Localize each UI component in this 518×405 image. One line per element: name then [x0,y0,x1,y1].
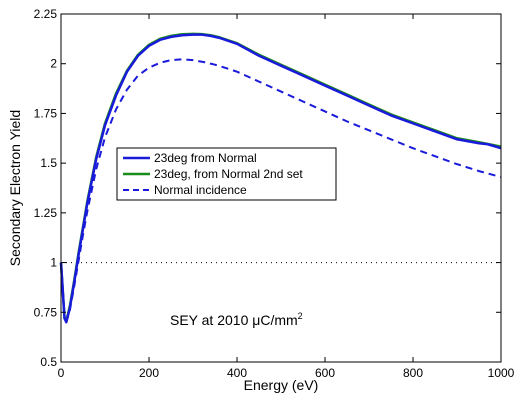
tick-labels-layer: 0 200 400 600 800 1000 0.5 0.75 1 1.25 1.5 1.75 2 2.2… [34,7,515,380]
x-tick-label: 1000 [488,366,515,380]
y-tick-label: 2 [50,57,57,71]
x-axis-label: Energy (eV) [244,377,319,393]
y-tick-label: 0.75 [34,305,58,319]
x-tick-label: 0 [58,366,65,380]
legend-label-23deg-2nd-set: 23deg, from Normal 2nd set [154,167,303,181]
x-tick-label: 600 [315,366,335,380]
y-tick-label: 1.75 [34,106,58,120]
series-layer [59,32,502,324]
y-tick-label: 1.5 [40,156,57,170]
y-tick-label: 1.25 [34,206,58,220]
legend-box [116,147,337,201]
annotation-superscript: 2 [298,311,303,321]
legend: 23deg from Normal 23deg, from Normal 2nd… [116,147,337,201]
x-tick-label: 200 [139,366,159,380]
legend-label-normal-incidence: Normal incidence [154,183,247,197]
annotation-mu: μ [252,312,260,328]
y-axis-label: Secondary Electron Yield [7,110,23,266]
series-line-23deg-from-normal [59,33,502,324]
y-tick-label: 0.5 [40,355,57,369]
x-tick-label: 800 [403,366,423,380]
sey-annotation: SEY at 2010 μC/mm2 [170,311,303,328]
legend-label-23deg: 23deg from Normal [154,151,257,165]
y-tick-label: 1 [50,256,57,270]
annotation-unit: C/mm [260,312,297,328]
y-tick-label: 2.25 [34,7,58,21]
ticks-layer [60,13,502,363]
x-tick-label: 400 [227,366,247,380]
annotation-prefix: SEY at 2010 [170,312,252,328]
plot-frame [60,13,502,363]
